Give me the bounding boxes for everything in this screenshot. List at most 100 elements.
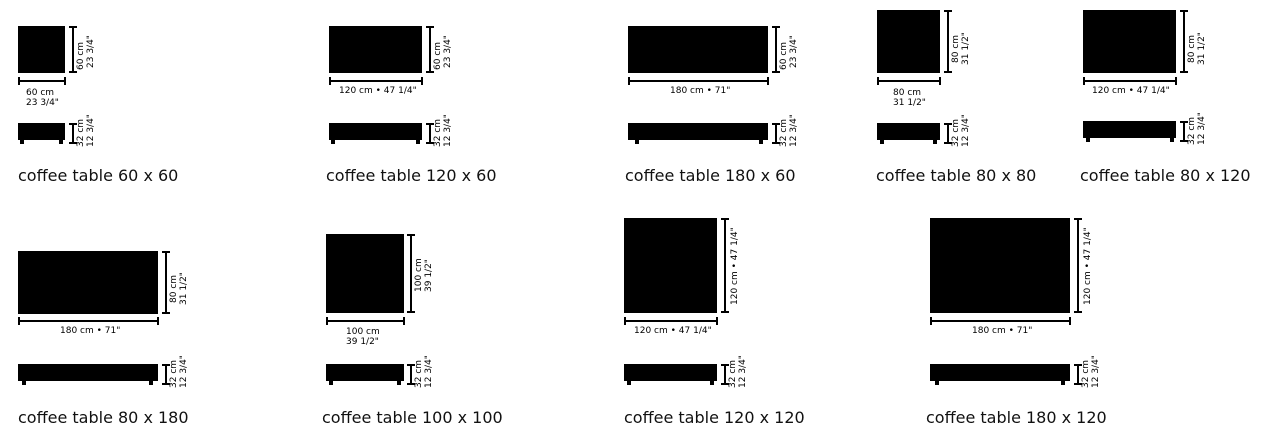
width-tick	[421, 77, 423, 85]
height-tick	[407, 364, 415, 366]
height-tick	[69, 123, 77, 125]
height-tick	[944, 123, 952, 125]
height-label: 32 cm	[76, 118, 86, 147]
width-tick	[624, 317, 626, 325]
depth-label: 60 cm	[433, 41, 443, 70]
side-view-leg	[397, 381, 401, 385]
side-view-leg	[880, 140, 884, 144]
width-tick	[403, 317, 405, 325]
width-dimension-line	[18, 320, 158, 322]
height-dimension-line	[410, 364, 412, 385]
width-tick	[157, 317, 159, 325]
top-view	[18, 251, 158, 314]
height-dimension-line	[1183, 121, 1185, 142]
depth-label: 100 cm	[414, 258, 424, 292]
height-label: 32 cm	[414, 359, 424, 388]
height-label: 32 cm	[1187, 116, 1197, 145]
height-tick	[426, 123, 434, 125]
side-view-leg	[627, 381, 631, 385]
width-label: 60 cm	[26, 88, 55, 98]
width-label: 180 cm • 71"	[60, 326, 121, 336]
top-view	[930, 218, 1070, 313]
depth-tick	[426, 71, 434, 73]
depth-label: 80 cm	[1187, 34, 1197, 63]
width-label-imperial: 39 1/2"	[346, 337, 379, 347]
side-view-leg	[416, 140, 420, 144]
width-tick	[326, 317, 328, 325]
top-view	[877, 10, 940, 73]
width-tick	[767, 77, 769, 85]
height-tick	[1180, 121, 1188, 123]
side-view-leg	[331, 140, 335, 144]
height-tick	[1074, 383, 1082, 385]
height-tick	[426, 142, 434, 144]
side-view-leg	[329, 381, 333, 385]
depth-label: 80 cm	[169, 274, 179, 303]
height-tick	[1074, 364, 1082, 366]
depth-tick	[772, 71, 780, 73]
depth-tick	[1180, 71, 1188, 73]
width-tick	[1069, 317, 1071, 325]
depth-tick	[162, 312, 170, 314]
width-tick	[1083, 77, 1085, 85]
width-tick	[930, 317, 932, 325]
side-view-leg	[1170, 138, 1174, 142]
depth-tick	[944, 10, 952, 12]
depth-dimension-line	[410, 234, 412, 313]
width-tick	[18, 77, 20, 85]
side-view-leg	[20, 140, 24, 144]
depth-tick	[1074, 218, 1082, 220]
width-dimension-line	[326, 320, 404, 322]
side-view-leg	[710, 381, 714, 385]
caption: coffee table 80 x 180	[18, 408, 189, 427]
height-tick	[1180, 140, 1188, 142]
width-dimension-line	[628, 80, 768, 82]
height-label-imperial: 12 3/4"	[1197, 112, 1207, 145]
side-view-leg	[1061, 381, 1065, 385]
width-dimension-line	[930, 320, 1070, 322]
depth-tick	[407, 234, 415, 236]
height-dimension-line	[429, 123, 431, 144]
caption: coffee table 180 x 120	[926, 408, 1107, 427]
width-dimension-line	[18, 80, 65, 82]
height-label: 32 cm	[779, 118, 789, 147]
height-dimension-line	[72, 123, 74, 144]
height-tick	[721, 383, 729, 385]
top-view	[326, 234, 404, 313]
width-label: 100 cm	[346, 327, 380, 337]
width-dimension-line	[877, 80, 940, 82]
height-dimension-line	[724, 364, 726, 385]
top-view	[329, 26, 422, 73]
depth-label-imperial: 23 3/4"	[86, 35, 96, 68]
depth-label-imperial: 23 3/4"	[443, 35, 453, 68]
side-view-leg	[933, 140, 937, 144]
height-label-imperial: 12 3/4"	[443, 114, 453, 147]
height-tick	[772, 142, 780, 144]
depth-label: 120 cm • 47 1/4"	[1083, 227, 1093, 305]
caption: coffee table 180 x 60	[625, 166, 796, 185]
height-label: 32 cm	[169, 359, 179, 388]
width-label-imperial: 31 1/2"	[893, 98, 926, 108]
width-tick	[716, 317, 718, 325]
caption: coffee table 100 x 100	[322, 408, 503, 427]
depth-tick	[407, 311, 415, 313]
depth-label-imperial: 31 1/2"	[179, 272, 189, 305]
depth-tick	[69, 71, 77, 73]
width-tick	[329, 77, 331, 85]
height-tick	[944, 142, 952, 144]
height-label-imperial: 12 3/4"	[1091, 355, 1101, 388]
depth-label: 60 cm	[76, 41, 86, 70]
side-view-leg	[1086, 138, 1090, 142]
side-view	[18, 364, 158, 381]
height-tick	[162, 364, 170, 366]
depth-dimension-line	[724, 218, 726, 313]
depth-dimension-line	[72, 26, 74, 73]
width-label: 180 cm • 71"	[670, 86, 731, 96]
width-label: 120 cm • 47 1/4"	[1092, 86, 1170, 96]
width-tick	[877, 77, 879, 85]
width-label: 120 cm • 47 1/4"	[634, 326, 712, 336]
depth-label-imperial: 31 1/2"	[1197, 32, 1207, 65]
height-label: 32 cm	[728, 359, 738, 388]
depth-label-imperial: 23 3/4"	[789, 35, 799, 68]
depth-label: 120 cm • 47 1/4"	[730, 227, 740, 305]
